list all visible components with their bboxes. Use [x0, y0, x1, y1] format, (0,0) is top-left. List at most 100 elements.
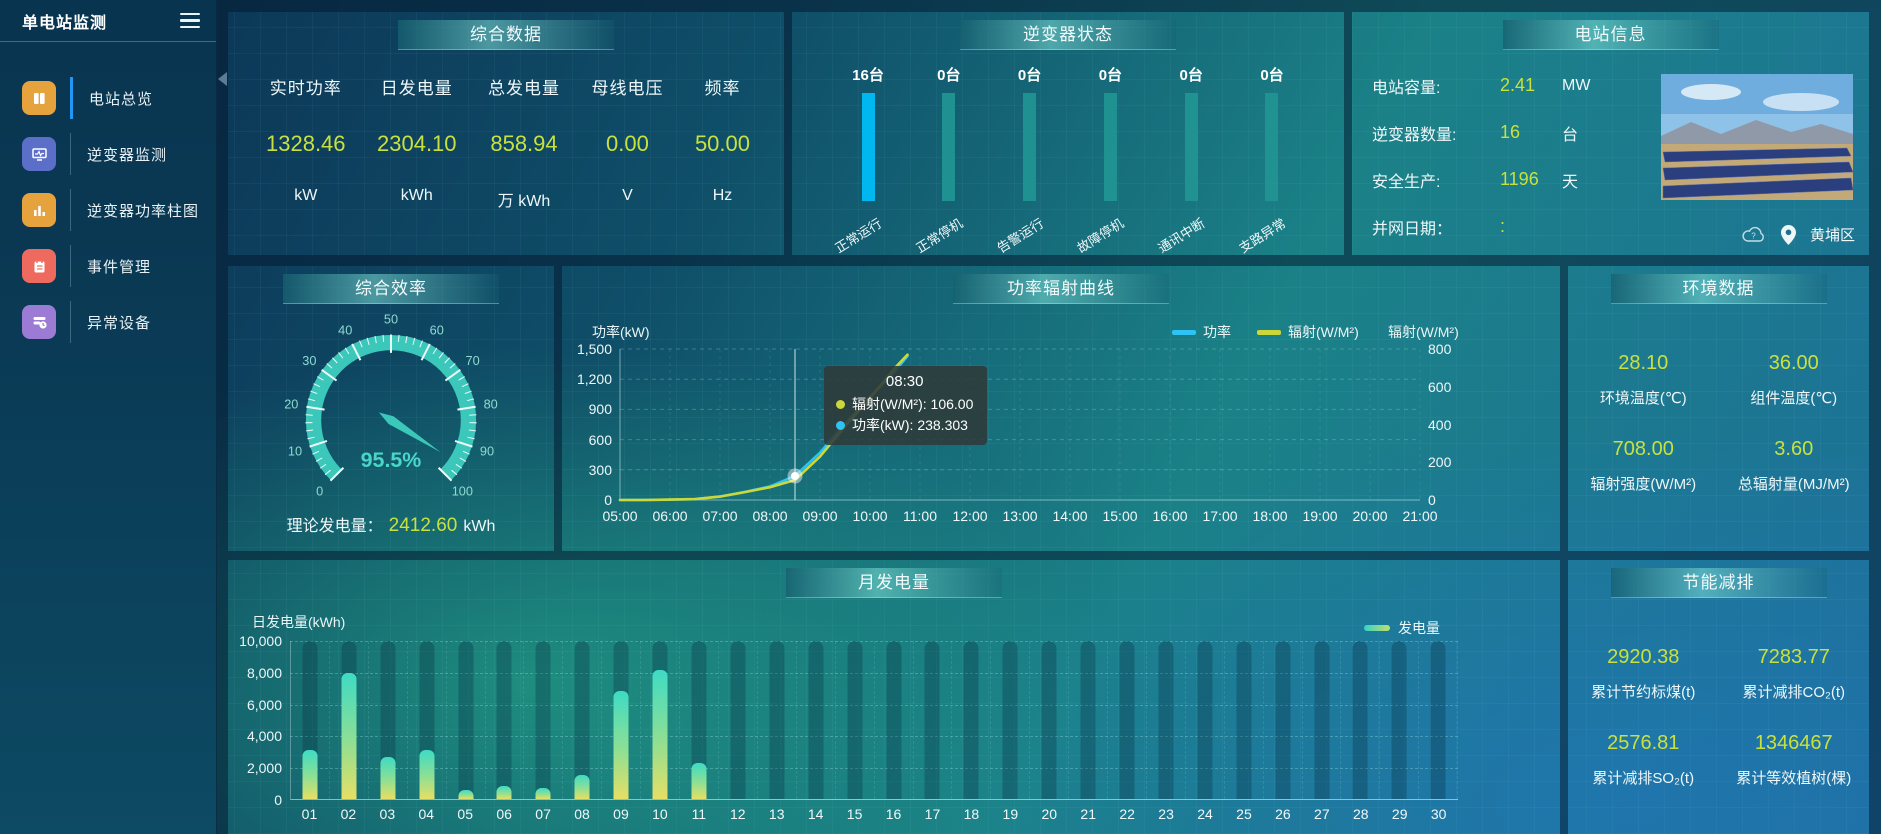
bar-background	[458, 641, 474, 799]
sidebar-item-1[interactable]: 逆变器监测	[0, 126, 216, 182]
bar-day-17	[914, 641, 953, 799]
gridline	[290, 641, 1458, 642]
left-axis-title: 功率(kW)	[592, 324, 650, 340]
panel-inverter-status: 逆变器状态 16台 正常运行 0台 正常停机 0台 告警运行 0台 故障停机 0…	[792, 12, 1344, 256]
bar-day-09	[602, 641, 642, 799]
saving-value: 7283.77	[1757, 646, 1830, 668]
bar-background	[1314, 641, 1330, 799]
x-tick-label: 12:00	[952, 508, 988, 524]
bar-x-tick-label: 13	[768, 806, 785, 822]
monthly-bar-plot[interactable]	[290, 641, 1459, 800]
bar-x-tick-label: 24	[1197, 806, 1213, 822]
panel-station-title: 电站信息	[1502, 20, 1719, 50]
metric-label: 母线电压	[591, 79, 664, 98]
sidebar-item-label: 事件管理	[87, 258, 152, 276]
inverter-count: 0台	[1260, 67, 1284, 84]
bar-background	[730, 641, 746, 799]
location-pin-icon[interactable]	[1780, 224, 1796, 245]
bar-x-tick-label: 20	[1041, 806, 1058, 822]
panel-energy-saving: 节能减排 2920.38 累计节约标煤(t) 7283.77 累计减排CO₂(t) …	[1568, 560, 1869, 834]
sidebar-item-0[interactable]: 电站总览	[0, 70, 216, 126]
metric-unit: Hz	[712, 187, 733, 204]
bar-background	[924, 641, 940, 799]
panel-monthly-title: 月发电量	[786, 568, 1002, 598]
sidebar-item-label: 逆变器功率柱图	[87, 202, 200, 220]
inverter-status-label: 告警运行	[993, 215, 1046, 256]
saving-cell: 2576.81 累计减排SO₂(t)	[1568, 732, 1719, 788]
overview-metric: 实时功率 1328.46 kW	[266, 74, 346, 211]
overview-metric: 日发电量 2304.10 kWh	[377, 74, 457, 211]
bar-x-tick-label: 01	[301, 806, 318, 822]
y-tick-label: 900	[588, 401, 612, 417]
svg-text:80: 80	[484, 396, 498, 411]
sidebar-item-label: 电站总览	[89, 90, 154, 108]
env-label: 组件温度(℃)	[1750, 390, 1838, 407]
bar-day-26	[1264, 641, 1303, 799]
metric-value: 858.94	[490, 131, 558, 156]
bar-value	[419, 750, 435, 799]
env-label: 总辐射量(MJ/M²)	[1737, 476, 1850, 493]
env-value: 708.00	[1612, 438, 1674, 460]
panel-environment: 环境数据 28.10 环境温度(℃) 36.00 组件温度(℃) 708.00 辐射强…	[1568, 266, 1869, 551]
bar-value	[691, 763, 707, 799]
panel-efficiency: 综合效率 0 10 20 30 40 50 60 70 80 90 100 95.5% 理论发电量： 2…	[228, 266, 554, 551]
x-tick-label: 18:00	[1252, 508, 1288, 524]
svg-text:?: ?	[1751, 231, 1756, 240]
sidebar-item-3[interactable]: 事件管理	[0, 238, 216, 294]
station-row: 安全生产: 1196 天	[1372, 156, 1869, 203]
overview-metric: 频率 50.00 Hz	[695, 74, 750, 211]
book-icon	[22, 81, 56, 115]
sidebar-item-label: 异常设备	[87, 314, 152, 332]
bar-legend[interactable]: 发电量	[1364, 618, 1440, 638]
tooltip-time: 08:30	[885, 373, 924, 390]
legend-item[interactable]: 辐射(W/M²)	[1257, 322, 1359, 342]
sidebar-item-2[interactable]: 逆变器功率柱图	[0, 182, 216, 238]
menu-toggle-icon[interactable]	[180, 12, 200, 29]
bar-day-05	[447, 641, 486, 799]
chart-tooltip: 08:30 辐射(W/M²): 106.00 功率(kW): 238.303	[824, 366, 988, 445]
inverter-count: 0台	[1179, 67, 1203, 84]
cloud-help-icon[interactable]: ?	[1741, 225, 1767, 245]
bar-value	[341, 673, 357, 799]
station-row-unit: 台	[1562, 126, 1579, 144]
legend-item[interactable]: 功率	[1172, 322, 1231, 342]
sidebar-item-indicator	[70, 77, 73, 119]
inverter-status-column: 0台 支路异常	[1236, 64, 1304, 256]
bar-value	[380, 757, 396, 799]
inverter-bar	[1240, 93, 1304, 205]
sidebar-item-4[interactable]: 异常设备	[0, 294, 216, 350]
bar-day-01	[291, 641, 330, 799]
bar-day-24	[1186, 641, 1225, 799]
metric-value: 0.00	[606, 131, 649, 156]
sidebar-item-label: 逆变器监测	[87, 146, 168, 164]
saving-cell: 7283.77 累计减排CO₂(t)	[1719, 646, 1870, 702]
bar-background	[1236, 641, 1252, 799]
x-tick-label: 14:00	[1052, 508, 1088, 524]
bar-value	[535, 788, 551, 799]
bar-background	[1430, 641, 1446, 799]
env-cell: 3.60 总辐射量(MJ/M²)	[1719, 438, 1870, 494]
bar-day-27	[1303, 641, 1342, 799]
metric-unit: kW	[294, 187, 318, 204]
bar-x-tick-label: 27	[1314, 806, 1330, 822]
y-tick-label: 600	[588, 432, 612, 448]
bar-background	[847, 641, 863, 799]
inverter-count: 0台	[1098, 67, 1123, 84]
bar-x-tick-label: 17	[924, 806, 941, 822]
bar-x-tick-label: 18	[963, 806, 980, 822]
x-tick-label: 06:00	[652, 508, 688, 524]
y-tick-label: 0	[604, 492, 612, 508]
bar-day-11	[680, 641, 719, 799]
bar-day-19	[991, 641, 1031, 799]
sidebar-collapse-icon[interactable]	[218, 72, 227, 86]
sidebar-item-indicator	[70, 189, 71, 231]
bar-legend-label: 发电量	[1398, 620, 1440, 636]
bar-x-tick-label: 08	[574, 806, 590, 822]
x-tick-label: 10:00	[852, 508, 888, 524]
overview-metric: 总发电量 858.94 万 kWh	[488, 74, 560, 211]
station-row-label: 逆变器数量:	[1372, 126, 1457, 144]
power-radiation-plot[interactable]	[618, 348, 1421, 502]
station-row-unit: MW	[1562, 76, 1591, 94]
svg-text:20: 20	[284, 396, 298, 411]
bar-x-tick-label: 07	[535, 806, 551, 822]
